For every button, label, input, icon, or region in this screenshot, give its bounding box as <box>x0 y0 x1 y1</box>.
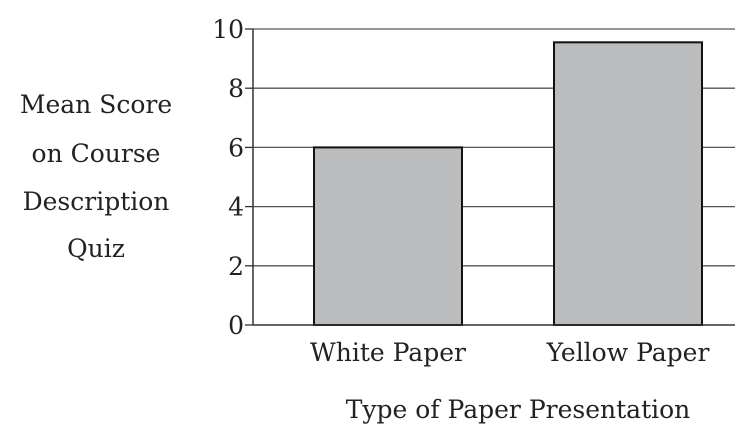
y-tick-label: 0 <box>228 311 244 340</box>
x-tick-labels: White Paper Yellow Paper <box>310 338 709 367</box>
x-tick-label: White Paper <box>310 338 466 367</box>
y-tick-labels: 0 2 4 6 8 10 <box>212 15 244 340</box>
y-tick-label: 8 <box>228 74 244 103</box>
axes <box>245 28 735 326</box>
y-axis-title-line: Description <box>23 187 170 216</box>
bars <box>313 41 703 326</box>
y-tick-label: 10 <box>212 15 244 44</box>
bar-yellow-paper <box>553 41 703 326</box>
y-tick-label: 4 <box>228 193 244 222</box>
y-axis-title-line: Mean Score <box>20 90 172 119</box>
x-tick-label: Yellow Paper <box>546 338 710 367</box>
y-axis-title-line: on Course <box>32 139 161 168</box>
x-axis-title: Type of Paper Presentation <box>346 395 691 424</box>
y-tick-label: 6 <box>228 133 244 162</box>
y-axis-title-line: Quiz <box>67 234 125 263</box>
y-axis-title: Mean Score on Course Description Quiz <box>20 90 172 263</box>
bar-white-paper <box>313 146 463 326</box>
y-tick-label: 2 <box>228 252 244 281</box>
